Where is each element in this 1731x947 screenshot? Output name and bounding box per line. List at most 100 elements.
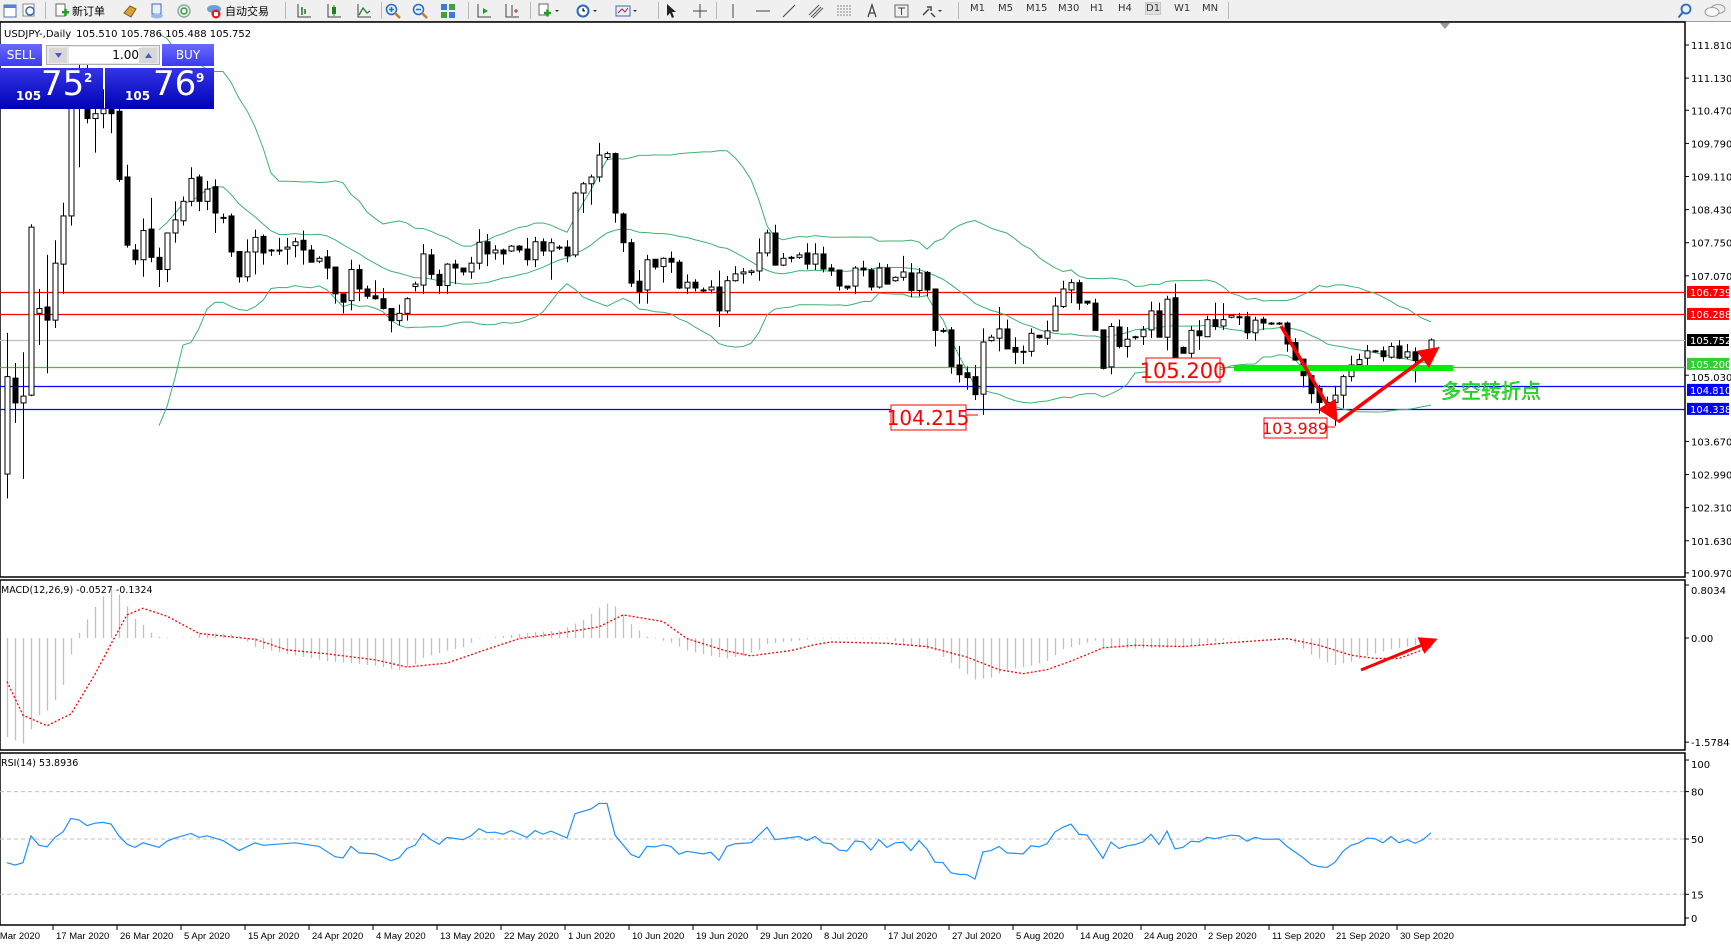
candle-body-bear [380,298,387,309]
candle [1116,319,1123,349]
zoom-in-button[interactable] [385,2,401,19]
lot-increase-button[interactable] [139,48,157,63]
lot-decrease-button[interactable] [49,48,67,63]
candle-body-bull [788,256,795,259]
periods-button[interactable] [575,2,599,19]
tile-windows-button[interactable] [440,2,456,19]
candle [836,269,843,291]
crosshair-tool-button[interactable] [692,2,708,19]
candle-body-bull [700,289,707,292]
sell-price[interactable]: 105 75 2 [0,64,103,109]
toolbar-separator [716,2,717,19]
zoom-in-icon [385,3,401,19]
candle [444,263,451,294]
navigator-button[interactable] [22,2,38,19]
candle [540,238,547,256]
buy-price[interactable]: 105 76 9 [105,64,214,109]
cursor-tool-button[interactable] [664,2,678,19]
terminal-button[interactable] [176,2,192,19]
candle-body-bear [972,376,979,396]
candle [780,252,787,267]
candle-body-bull [396,312,403,322]
auto-scroll-button[interactable] [476,2,492,19]
bollinger-middle-band [158,186,1432,364]
timeframe-m1[interactable]: M1 [970,3,985,14]
price-level-tag [1687,285,1729,298]
candle-body-bear [1268,322,1275,325]
auto-trading-button[interactable]: 自动交易 [205,2,269,19]
timeframe-mn[interactable]: MN [1202,3,1219,14]
time-tick-label: 11 Sep 2020 [1272,931,1325,942]
chart-shift-button[interactable] [504,2,520,19]
toolbar-separator [958,2,959,19]
data-window-button[interactable] [149,2,165,19]
price-level-label: 104.810 [1690,386,1731,397]
candle-body-bull [1252,319,1259,334]
market-watch-button[interactable] [122,2,138,19]
auto-trading-label: 自动交易 [225,4,269,18]
new-order-button[interactable]: 新订单 [54,2,105,19]
candle-body-bull [892,276,899,282]
candle-body-bear [564,246,571,257]
candle [340,293,347,314]
candle [892,276,899,282]
candle [1260,316,1267,330]
macd-tick-label: 0.00 [1691,634,1713,645]
fibonacci-tool-button[interactable] [836,2,852,19]
candle-body-bull [468,262,475,273]
new-chart-button[interactable] [3,2,17,19]
lot-size-input[interactable] [69,47,141,63]
channel-tool-button[interactable] [808,2,824,19]
candle-body-bear [828,267,835,272]
candle [316,256,323,264]
zoom-out-button[interactable] [412,2,428,19]
bar-chart-button[interactable] [296,2,312,19]
buy-button[interactable]: BUY [162,44,214,66]
vertical-line-tool-button[interactable] [728,2,738,19]
timeframe-d1[interactable]: D1 [1144,2,1162,15]
timeframe-m5[interactable]: M5 [998,3,1013,14]
candle-body-bear [340,293,347,303]
macd-axis: 0.8034 0.00 -1.5784 [1685,584,1730,749]
chart-symbol-title: USDJPY-,Daily 105.510 105.786 105.488 105… [4,29,251,40]
candle [292,237,299,258]
time-tick-label: 22 May 2020 [504,931,559,942]
text-tool-button[interactable] [866,2,878,19]
templates-button[interactable] [615,2,639,19]
candle-body-bear [1180,346,1187,354]
candle [676,259,683,289]
search-button[interactable] [1677,2,1693,19]
candle [1236,312,1243,326]
line-chart-button[interactable] [356,2,372,19]
macd-panel[interactable] [0,579,1686,751]
arrows-tool-button[interactable] [921,2,945,19]
candlestick-chart-button[interactable] [326,2,342,19]
timeframe-w1[interactable]: W1 [1174,3,1191,14]
time-tick-label: 21 Sep 2020 [1336,931,1390,942]
chart-shift-marker[interactable] [1440,23,1450,29]
main-price-panel[interactable] [0,21,1686,578]
candle-body-bull [1140,329,1147,338]
candle [1036,334,1043,339]
timeframe-h4[interactable]: H4 [1118,3,1132,14]
candle [1124,326,1131,358]
candle-body-bear [860,267,867,271]
vertical-line-icon [732,3,734,18]
indicators-button[interactable] [537,2,561,19]
timeframe-h1[interactable]: H1 [1090,3,1104,14]
chat-button[interactable] [1704,2,1726,19]
candle [20,352,27,479]
candle-body-bull [572,192,579,256]
sell-button[interactable]: SELL [0,44,42,66]
horizontal-line-tool-button[interactable] [755,2,771,19]
price-tick-label: 102.990 [1691,471,1731,482]
candle [140,218,147,277]
time-tick-label: 4 May 2020 [376,931,426,942]
trendline-tool-button[interactable] [781,2,797,19]
label-tool-button[interactable] [894,2,910,19]
candle [684,274,691,294]
timeframe-m30[interactable]: M30 [1058,3,1080,14]
candle-body-bear [212,186,219,214]
timeframe-m15[interactable]: M15 [1026,3,1048,14]
